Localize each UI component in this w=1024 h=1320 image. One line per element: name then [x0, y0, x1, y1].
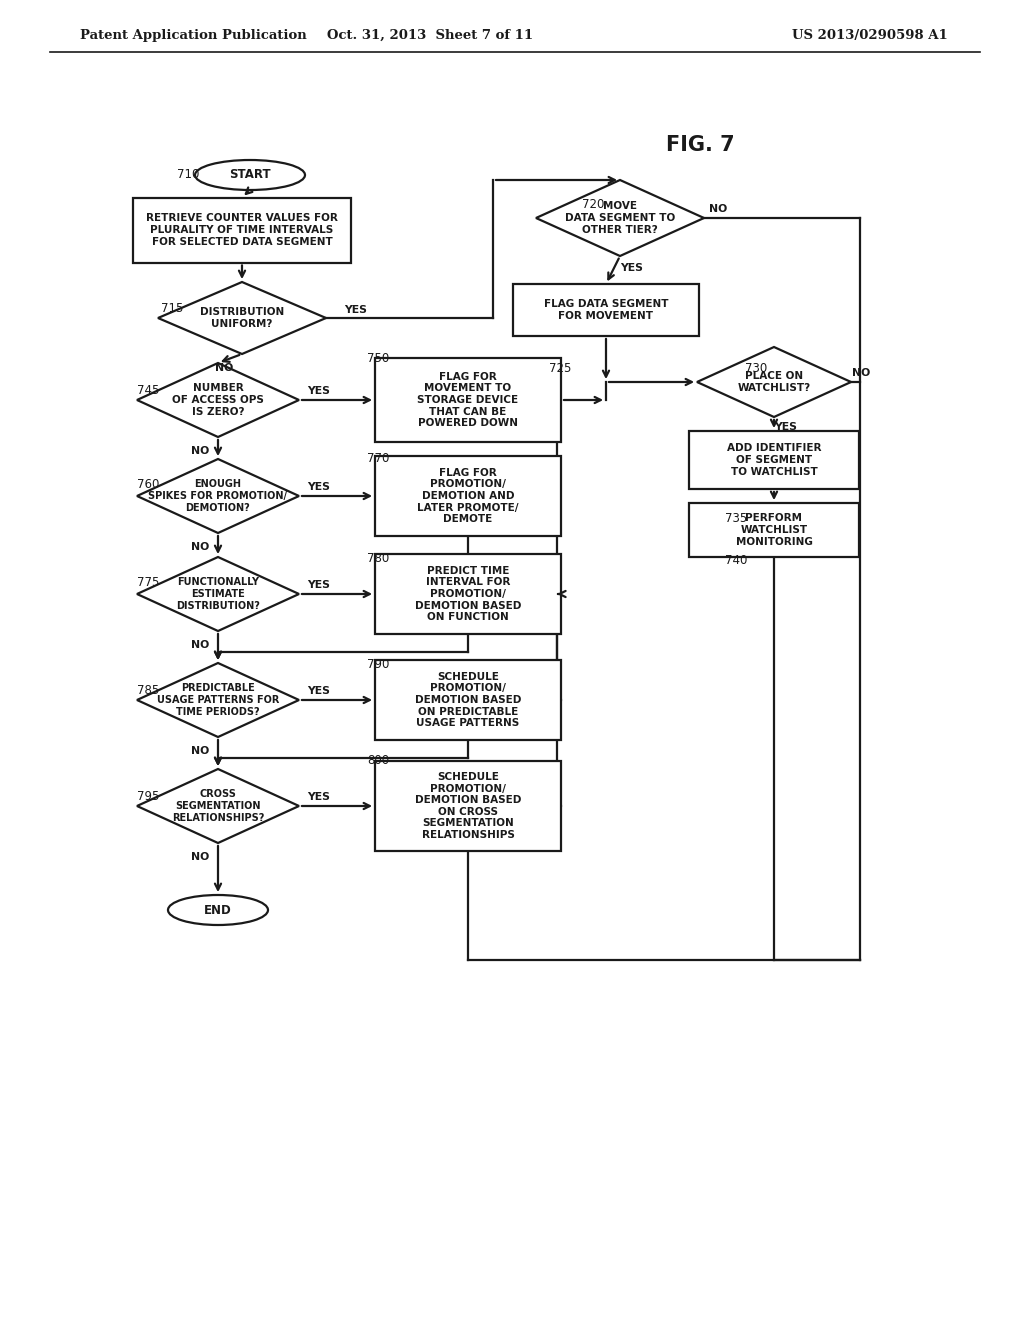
Text: Oct. 31, 2013  Sheet 7 of 11: Oct. 31, 2013 Sheet 7 of 11 — [327, 29, 534, 41]
Text: ENOUGH
SPIKES FOR PROMOTION/
DEMOTION?: ENOUGH SPIKES FOR PROMOTION/ DEMOTION? — [148, 479, 288, 512]
Text: 720: 720 — [582, 198, 604, 211]
Text: 710: 710 — [177, 169, 200, 181]
Text: END: END — [204, 903, 231, 916]
Polygon shape — [137, 557, 299, 631]
Text: 790: 790 — [367, 657, 389, 671]
Text: ADD IDENTIFIER
OF SEGMENT
TO WATCHLIST: ADD IDENTIFIER OF SEGMENT TO WATCHLIST — [727, 444, 821, 477]
Text: FLAG FOR
MOVEMENT TO
STORAGE DEVICE
THAT CAN BE
POWERED DOWN: FLAG FOR MOVEMENT TO STORAGE DEVICE THAT… — [418, 372, 518, 428]
Text: NO: NO — [190, 446, 209, 455]
Text: YES: YES — [307, 385, 331, 396]
Text: 745: 745 — [137, 384, 159, 396]
Text: RETRIEVE COUNTER VALUES FOR
PLURALITY OF TIME INTERVALS
FOR SELECTED DATA SEGMEN: RETRIEVE COUNTER VALUES FOR PLURALITY OF… — [146, 214, 338, 247]
Text: 740: 740 — [725, 553, 748, 566]
Ellipse shape — [195, 160, 305, 190]
Text: 775: 775 — [137, 576, 159, 589]
Bar — [375, 455, 561, 536]
Text: 780: 780 — [367, 552, 389, 565]
Bar — [375, 762, 561, 851]
Text: NO: NO — [215, 363, 233, 374]
Text: 795: 795 — [137, 789, 159, 803]
Text: YES: YES — [307, 482, 331, 492]
Text: CROSS
SEGMENTATION
RELATIONSHIPS?: CROSS SEGMENTATION RELATIONSHIPS? — [172, 789, 264, 822]
Bar — [375, 358, 561, 442]
Polygon shape — [158, 282, 326, 354]
Bar — [133, 198, 351, 263]
Bar — [513, 284, 699, 337]
Text: SCHEDULE
PROMOTION/
DEMOTION BASED
ON PREDICTABLE
USAGE PATTERNS: SCHEDULE PROMOTION/ DEMOTION BASED ON PR… — [415, 672, 521, 729]
Text: YES: YES — [307, 579, 331, 590]
Text: NO: NO — [190, 746, 209, 756]
Text: US 2013/0290598 A1: US 2013/0290598 A1 — [793, 29, 948, 41]
Text: PERFORM
WATCHLIST
MONITORING: PERFORM WATCHLIST MONITORING — [735, 513, 812, 546]
Text: PREDICTABLE
USAGE PATTERNS FOR
TIME PERIODS?: PREDICTABLE USAGE PATTERNS FOR TIME PERI… — [157, 684, 280, 717]
Polygon shape — [697, 347, 851, 417]
Text: 800: 800 — [367, 754, 389, 767]
Ellipse shape — [168, 895, 268, 925]
Text: YES: YES — [307, 686, 331, 696]
Text: 785: 785 — [137, 684, 159, 697]
Text: YES: YES — [621, 263, 643, 273]
Text: DISTRIBUTION
UNIFORM?: DISTRIBUTION UNIFORM? — [200, 308, 284, 329]
Polygon shape — [137, 459, 299, 533]
Text: 730: 730 — [744, 362, 767, 375]
Bar — [689, 432, 859, 488]
Text: SCHEDULE
PROMOTION/
DEMOTION BASED
ON CROSS
SEGMENTATION
RELATIONSHIPS: SCHEDULE PROMOTION/ DEMOTION BASED ON CR… — [415, 772, 521, 840]
Text: 735: 735 — [725, 511, 748, 524]
Text: FLAG DATA SEGMENT
FOR MOVEMENT: FLAG DATA SEGMENT FOR MOVEMENT — [544, 300, 669, 321]
Text: NO: NO — [190, 543, 209, 552]
Text: YES: YES — [307, 792, 331, 803]
Text: START: START — [229, 169, 270, 181]
Text: 760: 760 — [137, 479, 159, 491]
Text: NO: NO — [709, 205, 727, 214]
Text: FIG. 7: FIG. 7 — [666, 135, 734, 154]
Text: FUNCTIONALLY
ESTIMATE
DISTRIBUTION?: FUNCTIONALLY ESTIMATE DISTRIBUTION? — [176, 577, 260, 611]
Text: NO: NO — [190, 851, 209, 862]
Text: PLACE ON
WATCHLIST?: PLACE ON WATCHLIST? — [737, 371, 811, 393]
Polygon shape — [137, 663, 299, 737]
Text: PREDICT TIME
INTERVAL FOR
PROMOTION/
DEMOTION BASED
ON FUNCTION: PREDICT TIME INTERVAL FOR PROMOTION/ DEM… — [415, 566, 521, 622]
Text: MOVE
DATA SEGMENT TO
OTHER TIER?: MOVE DATA SEGMENT TO OTHER TIER? — [565, 202, 675, 235]
Bar — [375, 554, 561, 634]
Polygon shape — [536, 180, 705, 256]
Text: NO: NO — [190, 640, 209, 649]
Text: YES: YES — [344, 305, 368, 315]
Text: FLAG FOR
PROMOTION/
DEMOTION AND
LATER PROMOTE/
DEMOTE: FLAG FOR PROMOTION/ DEMOTION AND LATER P… — [417, 467, 519, 524]
Text: 750: 750 — [367, 351, 389, 364]
Text: Patent Application Publication: Patent Application Publication — [80, 29, 307, 41]
Text: NUMBER
OF ACCESS OPS
IS ZERO?: NUMBER OF ACCESS OPS IS ZERO? — [172, 383, 264, 417]
Polygon shape — [137, 363, 299, 437]
Text: 715: 715 — [161, 301, 183, 314]
Polygon shape — [137, 770, 299, 843]
Bar — [689, 503, 859, 557]
Text: 770: 770 — [367, 451, 389, 465]
Text: 725: 725 — [549, 362, 571, 375]
Bar — [375, 660, 561, 741]
Text: NO: NO — [852, 368, 870, 378]
Text: YES: YES — [774, 422, 798, 432]
